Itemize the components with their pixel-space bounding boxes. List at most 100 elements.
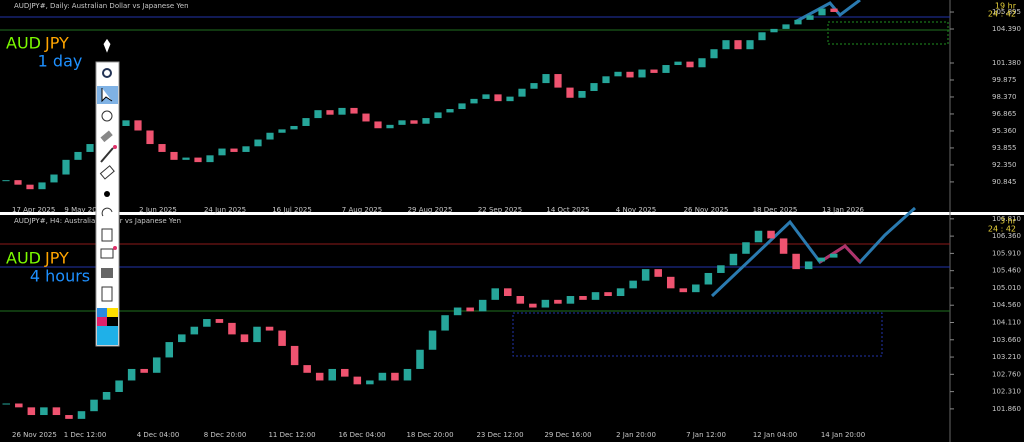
tool-ruler[interactable]	[99, 165, 115, 180]
candle	[729, 253, 738, 266]
candle	[203, 319, 211, 327]
candle	[602, 76, 610, 84]
candle	[303, 365, 311, 373]
tool-template[interactable]	[100, 248, 114, 259]
x-tick-label: 16 Jul 2025	[272, 206, 312, 214]
candle	[638, 69, 646, 78]
candle	[328, 368, 336, 381]
x-tick-label: 12 Jan 04:00	[753, 431, 797, 439]
candle	[290, 125, 298, 130]
candle	[482, 94, 490, 99]
tool-cursor[interactable]	[101, 88, 113, 103]
x-tick-label: 2 Jun 2025	[139, 206, 177, 214]
candle	[518, 88, 526, 97]
x-tick-label: 7 Aug 2025	[342, 206, 382, 214]
tool-delete[interactable]	[101, 228, 113, 242]
candle	[554, 299, 562, 304]
candle	[190, 326, 199, 335]
candle	[616, 288, 625, 297]
x-tick-label: 29 Aug 2025	[408, 206, 453, 214]
candle	[230, 148, 238, 152]
candle	[341, 368, 349, 377]
tool-settings[interactable]	[101, 110, 113, 122]
tool-eye[interactable]	[102, 68, 112, 78]
candle	[754, 230, 763, 243]
candle	[350, 107, 358, 114]
swatch[interactable]	[97, 308, 107, 317]
candle	[428, 330, 437, 350]
candle	[122, 120, 130, 126]
candle	[416, 349, 424, 369]
x-tick-label: 14 Oct 2025	[546, 206, 589, 214]
period: 4 hours	[30, 267, 90, 286]
candle	[215, 319, 224, 323]
swatch[interactable]	[97, 317, 107, 326]
candle	[338, 107, 346, 115]
tool-undo[interactable]	[101, 207, 113, 217]
candle	[253, 326, 261, 343]
candle	[466, 307, 474, 312]
candle	[566, 296, 575, 304]
x-tick-label: 22 Sep 2025	[478, 206, 522, 214]
candle	[422, 118, 430, 124]
candle	[591, 292, 600, 300]
candle	[240, 334, 249, 343]
candle	[228, 322, 236, 335]
swatch[interactable]	[97, 326, 118, 345]
candle	[758, 32, 766, 41]
candle	[62, 159, 70, 175]
candle	[541, 299, 550, 308]
candle	[530, 83, 538, 89]
swatch[interactable]	[107, 317, 118, 326]
candle	[453, 307, 462, 316]
candle	[830, 8, 838, 12]
candle	[742, 242, 750, 254]
candle	[767, 230, 775, 239]
candle	[470, 98, 478, 104]
candle	[590, 83, 598, 91]
candle	[806, 15, 814, 20]
tool-line[interactable]	[100, 147, 114, 163]
y-tick-label: 101.860	[992, 405, 1021, 413]
toolbar-panel	[95, 61, 120, 347]
candle	[158, 144, 166, 152]
tool-clipboard[interactable]	[101, 286, 113, 302]
candle	[65, 415, 73, 419]
symbol-quote: JPY	[44, 249, 69, 268]
timer: 24 : 42	[988, 10, 1016, 19]
x-tick-label: 4 Nov 2025	[616, 206, 656, 214]
candle	[353, 376, 362, 385]
candle	[494, 94, 502, 102]
x-tick-label: 26 Nov 2025	[684, 206, 729, 214]
candle	[52, 407, 61, 416]
x-tick-label: 16 Dec 04:00	[338, 431, 385, 439]
candle	[722, 40, 730, 50]
symbol-base: AUD	[6, 249, 41, 268]
y-tick-label: 95.360	[992, 127, 1017, 135]
tool-screenshot[interactable]	[101, 268, 113, 278]
tool-select[interactable]	[97, 86, 118, 104]
candle	[90, 399, 98, 412]
y-tick-label: 92.350	[992, 161, 1017, 169]
candle	[441, 315, 449, 331]
candle	[2, 403, 11, 405]
tool-point[interactable]	[104, 191, 110, 197]
candle	[782, 24, 790, 29]
toolbar[interactable]	[95, 61, 120, 347]
candle	[829, 253, 838, 258]
candle	[698, 58, 706, 68]
tool-eraser[interactable]	[100, 130, 113, 143]
candle	[40, 407, 48, 416]
timer: 3 hr	[1000, 217, 1017, 226]
candle	[315, 372, 324, 381]
candle	[542, 74, 550, 84]
candle	[386, 124, 394, 129]
y-tick-label: 103.210	[992, 353, 1021, 361]
pen-icon[interactable]	[102, 37, 112, 56]
candle	[398, 120, 406, 125]
candle	[674, 61, 682, 66]
candle	[26, 184, 34, 190]
candle	[734, 40, 742, 50]
swatch[interactable]	[107, 308, 118, 317]
candle	[218, 148, 226, 156]
